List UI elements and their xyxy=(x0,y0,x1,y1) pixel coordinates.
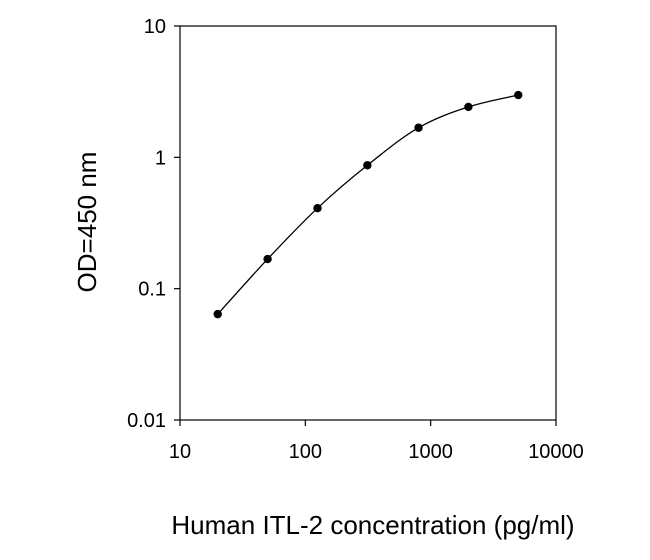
data-point xyxy=(213,309,222,319)
plot-frame xyxy=(179,25,557,421)
data-point xyxy=(363,161,372,170)
y-tick-label: 0.1 xyxy=(138,279,166,301)
y-tick-label: 10 xyxy=(144,16,166,38)
x-tick-label: 10 xyxy=(169,441,191,463)
y-axis-title: OD=450 nm xyxy=(72,152,102,293)
series-line xyxy=(217,94,519,315)
y-tick-label: 1 xyxy=(155,147,166,169)
axis-ticks: 10 100 1000 10000 0.01 0.1 1 10 xyxy=(127,16,584,463)
x-tick-label: 1000 xyxy=(408,441,453,463)
data-point xyxy=(313,203,322,213)
data-point xyxy=(464,102,473,112)
data-point xyxy=(414,123,423,132)
x-tick-label: 100 xyxy=(289,441,322,463)
x-axis-title: Human ITL-2 concentration (pg/ml) xyxy=(171,510,574,540)
x-tick-label: 10000 xyxy=(528,441,584,463)
plot-area xyxy=(179,25,557,421)
data-point xyxy=(263,254,272,264)
y-tick-label: 0.01 xyxy=(127,410,166,432)
data-point xyxy=(514,90,523,100)
